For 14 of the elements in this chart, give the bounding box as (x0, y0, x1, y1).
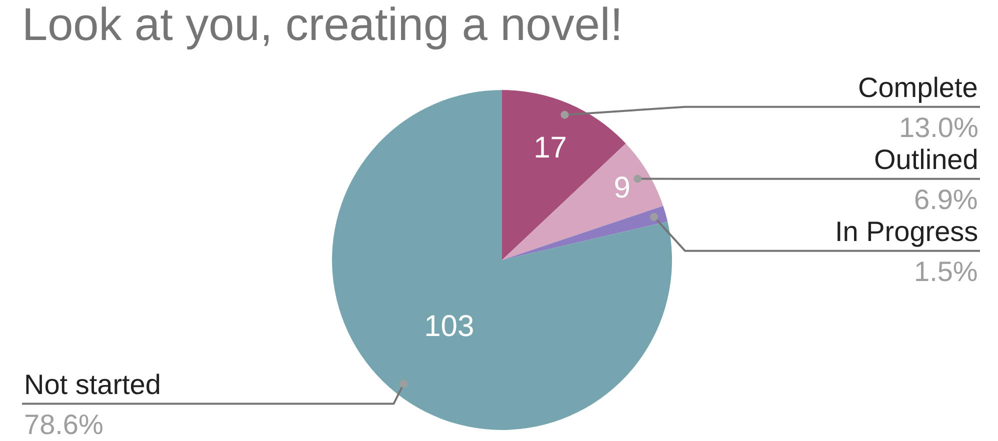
pie-slice (332, 90, 672, 430)
slice-label: In Progress (835, 216, 978, 247)
text: 1.5% (914, 256, 978, 287)
slice-label: Not started (24, 369, 161, 400)
pie-slice (502, 206, 668, 260)
text: 13.0% (899, 112, 978, 143)
text: 78.6% (24, 409, 104, 440)
data-label: 17 (534, 132, 567, 165)
data-label: 9 (614, 172, 630, 205)
data-label: 103 (424, 310, 474, 344)
slice-label: Outlined (874, 144, 978, 175)
text: 6.9% (914, 184, 978, 215)
slice-label: Complete (858, 72, 978, 103)
chart-title: Look at you, creating a novel! (22, 0, 623, 50)
